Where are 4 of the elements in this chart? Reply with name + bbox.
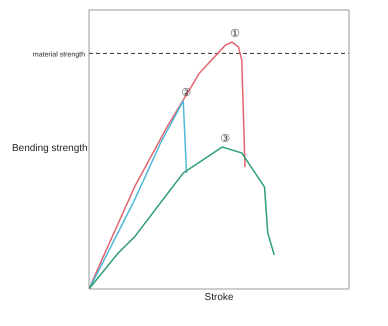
y-axis-title: Bending strength	[12, 143, 88, 154]
series-label: ①	[230, 27, 240, 40]
series-label: ③	[220, 132, 230, 146]
x-axis-title: Stroke	[204, 292, 234, 303]
